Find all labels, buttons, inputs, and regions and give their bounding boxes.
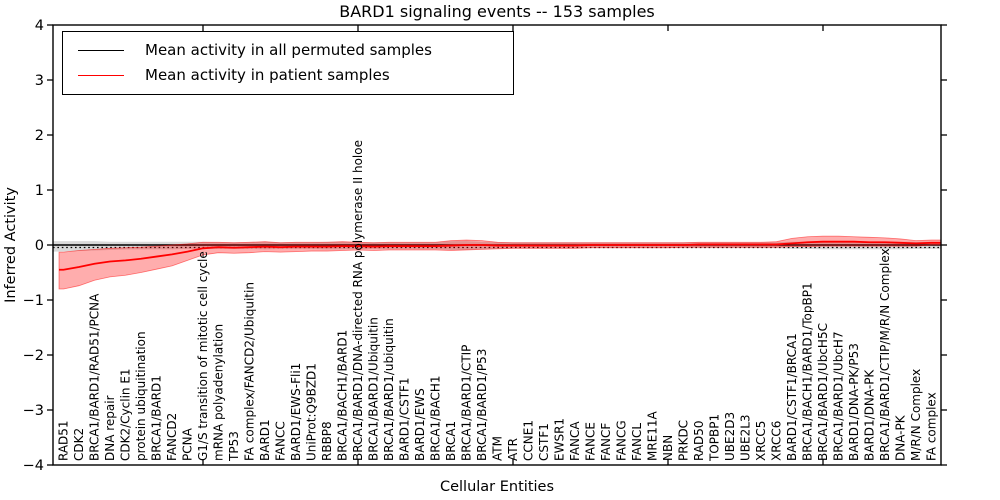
y-tick-label: 4	[35, 18, 44, 34]
legend-item-patient: Mean activity in patient samples	[63, 68, 513, 83]
x-tick-label: FANCF	[599, 423, 613, 461]
x-tick-label: M/R/N Complex	[909, 369, 923, 461]
x-tick-label: BARD1/EWS-Fli1	[289, 363, 303, 461]
x-tick-label: BRCA1/BARD1	[150, 375, 164, 461]
x-tick-label: UBE2D3	[723, 412, 737, 461]
x-tick-label: BRCA1/BARD1/DNA-directed RNA polymerase …	[351, 140, 365, 461]
x-tick-label: BRCA1/BARD1/UbcH5C	[816, 323, 830, 461]
x-tick-label: TOPBP1	[708, 414, 722, 462]
y-tick-label: 3	[35, 73, 44, 89]
permuted-line-swatch	[78, 49, 124, 51]
x-tick-label: CDK2	[72, 428, 86, 461]
chart-title: BARD1 signaling events -- 153 samples	[339, 2, 655, 21]
x-tick-label: mRNA polyadenylation	[212, 324, 226, 461]
x-tick-label: BRCA1/BACH1/BARD1/TopBP1	[801, 282, 815, 461]
x-tick-label: CDK2/Cyclin E1	[119, 368, 133, 461]
x-tick-label: protein ubiquitination	[134, 331, 148, 461]
x-tick-label: BARD1/CSTF1	[398, 377, 412, 461]
y-axis-title: Inferred Activity	[3, 187, 19, 303]
patient-band	[58, 235, 941, 290]
x-tick-label: EWSR1	[553, 418, 567, 461]
x-tick-label: RAD51	[57, 420, 71, 461]
x-tick-label: NBN	[661, 435, 675, 461]
x-tick-label: RAD50	[692, 420, 706, 461]
x-tick-label: BRCA1/BACH1/BARD1	[336, 330, 350, 461]
x-tick-label: FANCC	[274, 421, 288, 461]
patient-mean-line	[59, 240, 941, 271]
x-tick-label: DNA-PK	[894, 414, 908, 461]
x-tick-label: FA complex/FANCD2/Ubiquitin	[243, 282, 257, 461]
x-tick-label: PRKDC	[677, 420, 691, 461]
x-tick-label: FA complex	[925, 392, 939, 461]
x-tick-label: BARD1/CSTF1/BRCA1	[785, 333, 799, 461]
x-tick-label: RBBP8	[320, 421, 334, 461]
x-tick-label: CCNE1	[522, 420, 536, 461]
x-tick-label: ATR	[506, 438, 520, 461]
x-tick-label: CSTF1	[537, 423, 551, 461]
y-tick-label: −4	[23, 458, 44, 474]
x-tick-label: DNA repair	[103, 395, 117, 461]
y-tick-label: 0	[35, 238, 44, 254]
x-tick-label: UniProt:Q9BZD1	[305, 363, 319, 461]
x-axis-title: Cellular Entities	[439, 479, 555, 495]
x-tick-label: FANCA	[568, 421, 582, 461]
x-tick-label: BRCA1/BACH1	[429, 375, 443, 461]
x-tick-label: UBE2L3	[739, 414, 753, 461]
x-tick-label: BARD1/DNA-PK/P53	[847, 343, 861, 461]
legend-label-permuted: Mean activity in all permuted samples	[145, 40, 432, 59]
x-tick-label: FANCE	[584, 422, 598, 461]
x-tick-label: BRCA1/BARD1/P53	[475, 349, 489, 461]
x-tick-label: BRCA1	[444, 421, 458, 461]
x-tick-label: FANCG	[615, 420, 629, 461]
x-tick-label: BARD1/EWS	[413, 388, 427, 461]
x-tick-label: BRCA1/BARD1/Ubiquitin	[367, 317, 381, 461]
x-tick-label: TP53	[227, 431, 241, 462]
x-tick-label: BRCA1/BARD1/RAD51/PCNA	[88, 293, 102, 461]
x-tick-label: BARD1	[258, 419, 272, 461]
y-tick-label: −2	[23, 348, 44, 364]
x-tick-label: ATM	[491, 436, 505, 461]
x-tick-label: BRCA1/BARD1/CTIP	[460, 345, 474, 461]
legend-label-patient: Mean activity in patient samples	[145, 66, 390, 85]
x-tick-label: PCNA	[181, 427, 195, 461]
x-tick-label: BRCA1/BARD1/UbcH7	[832, 331, 846, 461]
legend: Mean activity in all permuted samples Me…	[62, 31, 514, 95]
x-tick-label: BRCA1/BARD1/ubiquitin	[382, 318, 396, 461]
y-tick-label: −1	[23, 293, 44, 309]
x-tick-label: XRCC5	[754, 421, 768, 461]
x-tick-label: MRE11A	[646, 410, 660, 461]
y-tick-label: −3	[23, 403, 44, 419]
x-tick-label: BARD1/DNA-PK	[863, 369, 877, 461]
patient-line-swatch	[78, 75, 124, 77]
x-tick-label: FANCD2	[165, 413, 179, 461]
x-tick-label: G1/S transition of mitotic cell cycle	[196, 251, 210, 461]
x-tick-label: BRCA1/BARD1/CTIP/M/R/N Complex	[878, 248, 892, 461]
y-tick-label: 2	[35, 128, 44, 144]
x-tick-label: XRCC6	[770, 421, 784, 461]
x-tick-label: FANCL	[630, 423, 644, 461]
legend-item-permuted: Mean activity in all permuted samples	[63, 40, 513, 59]
y-tick-label: 1	[35, 183, 44, 199]
